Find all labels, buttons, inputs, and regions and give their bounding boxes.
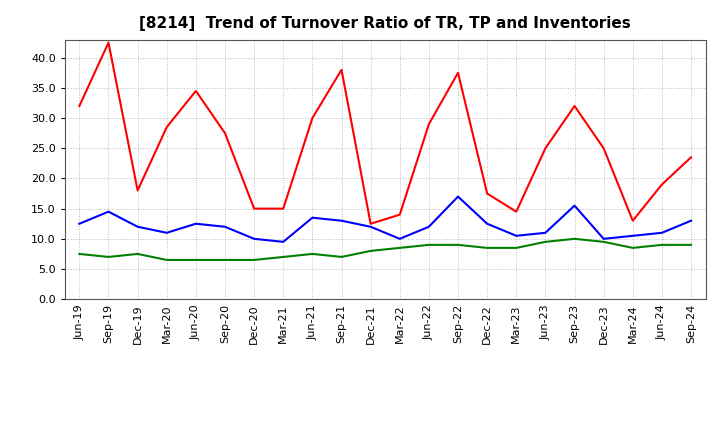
Trade Receivables [512,209,521,214]
Inventories [337,254,346,260]
Inventories [483,245,492,250]
Trade Receivables [279,206,287,211]
Trade Receivables [425,121,433,127]
Trade Payables [192,221,200,226]
Trade Receivables [192,88,200,94]
Inventories [133,251,142,257]
Trade Receivables [657,182,666,187]
Inventories [308,251,317,257]
Inventories [250,257,258,263]
Trade Receivables [541,146,550,151]
Trade Payables [308,215,317,220]
Trade Receivables [250,206,258,211]
Trade Receivables [395,212,404,217]
Trade Payables [541,230,550,235]
Trade Payables [337,218,346,224]
Inventories [629,245,637,250]
Trade Payables [483,221,492,226]
Trade Receivables [163,125,171,130]
Inventories [163,257,171,263]
Inventories [220,257,229,263]
Trade Receivables [570,103,579,109]
Inventories [657,242,666,248]
Trade Receivables [629,218,637,224]
Trade Payables [629,233,637,238]
Inventories [512,245,521,250]
Inventories [425,242,433,248]
Trade Payables [220,224,229,229]
Inventories [599,239,608,245]
Inventories [687,242,696,248]
Inventories [279,254,287,260]
Inventories [104,254,113,260]
Trade Payables [454,194,462,199]
Trade Receivables [687,155,696,160]
Title: [8214]  Trend of Turnover Ratio of TR, TP and Inventories: [8214] Trend of Turnover Ratio of TR, TP… [140,16,631,32]
Trade Payables [570,203,579,208]
Trade Payables [366,224,375,229]
Trade Payables [250,236,258,242]
Trade Payables [657,230,666,235]
Trade Receivables [308,115,317,121]
Trade Receivables [483,191,492,196]
Trade Receivables [75,103,84,109]
Trade Receivables [220,131,229,136]
Inventories [454,242,462,248]
Trade Payables [512,233,521,238]
Trade Payables [395,236,404,242]
Trade Payables [163,230,171,235]
Trade Receivables [599,146,608,151]
Inventories [395,245,404,250]
Line: Trade Receivables: Trade Receivables [79,43,691,224]
Trade Payables [75,221,84,226]
Inventories [75,251,84,257]
Inventories [541,239,550,245]
Trade Payables [279,239,287,245]
Trade Payables [133,224,142,229]
Trade Payables [687,218,696,224]
Inventories [570,236,579,242]
Trade Payables [104,209,113,214]
Trade Receivables [104,40,113,45]
Trade Receivables [366,221,375,226]
Inventories [192,257,200,263]
Inventories [366,248,375,253]
Trade Receivables [454,70,462,75]
Trade Receivables [337,67,346,73]
Line: Trade Payables: Trade Payables [79,197,691,242]
Trade Payables [599,236,608,242]
Trade Payables [425,224,433,229]
Trade Receivables [133,188,142,193]
Line: Inventories: Inventories [79,239,691,260]
